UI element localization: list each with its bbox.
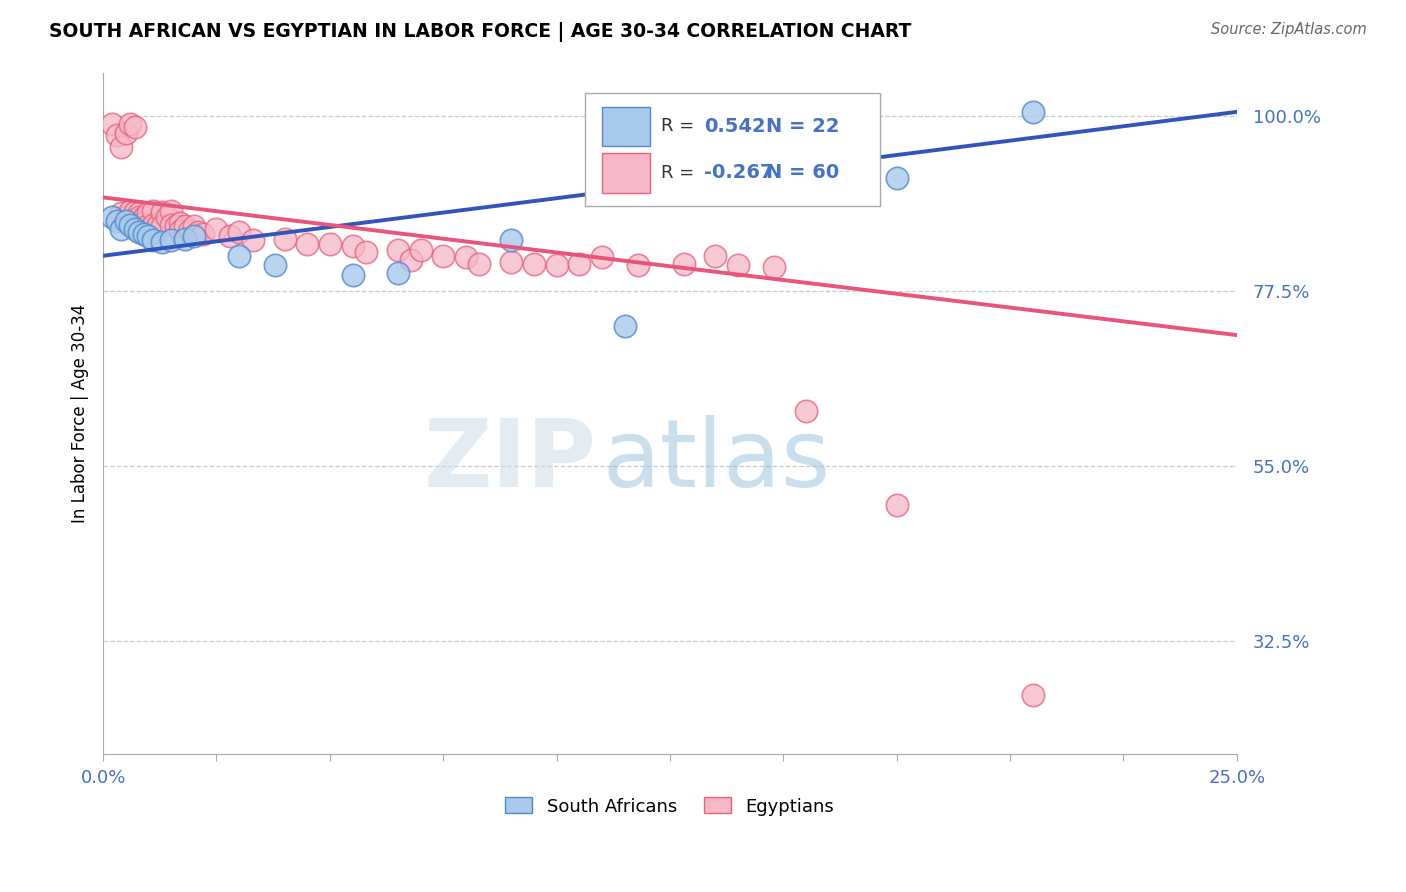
Point	[114, 213, 136, 227]
Text: N = 22: N = 22	[766, 117, 839, 136]
Point	[727, 258, 749, 272]
Point	[110, 206, 132, 220]
Point	[124, 205, 146, 219]
Point	[128, 206, 150, 220]
Point	[179, 224, 201, 238]
Point	[704, 249, 727, 263]
Text: atlas: atlas	[602, 415, 830, 507]
Point	[454, 250, 477, 264]
Point	[219, 229, 242, 244]
Text: ZIP: ZIP	[423, 415, 596, 507]
Text: -0.267: -0.267	[704, 163, 773, 182]
Point	[169, 216, 191, 230]
Point	[173, 219, 195, 234]
Point	[468, 256, 491, 270]
Point	[142, 233, 165, 247]
Point	[150, 219, 173, 234]
Point	[150, 235, 173, 249]
Point	[228, 226, 250, 240]
Point	[295, 237, 318, 252]
Text: R =: R =	[661, 118, 700, 136]
Point	[1021, 104, 1043, 119]
Text: Source: ZipAtlas.com: Source: ZipAtlas.com	[1211, 22, 1367, 37]
Point	[273, 232, 295, 246]
Point	[319, 237, 342, 252]
Point	[146, 218, 169, 232]
Point	[101, 210, 124, 224]
Point	[501, 233, 523, 247]
Point	[160, 218, 183, 232]
FancyBboxPatch shape	[585, 94, 880, 206]
Point	[546, 258, 568, 272]
Point	[155, 210, 177, 224]
Y-axis label: In Labor Force | Age 30-34: In Labor Force | Age 30-34	[72, 303, 89, 523]
Point	[120, 218, 142, 232]
Point	[672, 256, 695, 270]
Point	[342, 239, 364, 253]
Point	[138, 206, 160, 220]
Point	[627, 258, 650, 272]
Point	[114, 126, 136, 140]
Legend: South Africans, Egyptians: South Africans, Egyptians	[498, 790, 842, 822]
Point	[886, 171, 908, 186]
Point	[401, 252, 423, 267]
Point	[354, 244, 377, 259]
Point	[132, 227, 155, 241]
Text: SOUTH AFRICAN VS EGYPTIAN IN LABOR FORCE | AGE 30-34 CORRELATION CHART: SOUTH AFRICAN VS EGYPTIAN IN LABOR FORCE…	[49, 22, 911, 42]
Point	[142, 203, 165, 218]
Point	[187, 226, 209, 240]
Text: R =: R =	[661, 164, 700, 182]
Point	[150, 205, 173, 219]
Point	[138, 229, 160, 244]
Point	[128, 210, 150, 224]
Point	[1021, 688, 1043, 702]
Point	[110, 140, 132, 154]
Point	[138, 218, 160, 232]
Point	[120, 203, 142, 218]
Point	[886, 498, 908, 512]
FancyBboxPatch shape	[602, 153, 650, 193]
Point	[120, 116, 142, 130]
Point	[191, 227, 214, 241]
Text: 0.542: 0.542	[704, 117, 765, 136]
Point	[183, 219, 205, 234]
Point	[173, 232, 195, 246]
Point	[432, 249, 454, 263]
Point	[242, 233, 264, 247]
Point	[114, 210, 136, 224]
Point	[101, 116, 124, 130]
Point	[264, 258, 287, 272]
Point	[763, 260, 786, 275]
Point	[387, 266, 409, 280]
Point	[142, 218, 165, 232]
Point	[409, 243, 432, 257]
Point	[110, 221, 132, 235]
Point	[160, 203, 183, 218]
Point	[501, 255, 523, 269]
Point	[613, 318, 636, 333]
Point	[342, 268, 364, 283]
Point	[568, 256, 591, 270]
Point	[132, 216, 155, 230]
Point	[132, 210, 155, 224]
Point	[160, 233, 183, 247]
Point	[105, 128, 128, 143]
Point	[523, 256, 546, 270]
Point	[205, 221, 228, 235]
Point	[591, 250, 613, 264]
Point	[105, 213, 128, 227]
Point	[124, 120, 146, 135]
Point	[169, 224, 191, 238]
Point	[128, 226, 150, 240]
Point	[183, 229, 205, 244]
Point	[228, 249, 250, 263]
Text: N = 60: N = 60	[766, 163, 839, 182]
Point	[794, 404, 817, 418]
Point	[124, 221, 146, 235]
Point	[387, 243, 409, 257]
Point	[165, 219, 187, 234]
FancyBboxPatch shape	[602, 106, 650, 146]
